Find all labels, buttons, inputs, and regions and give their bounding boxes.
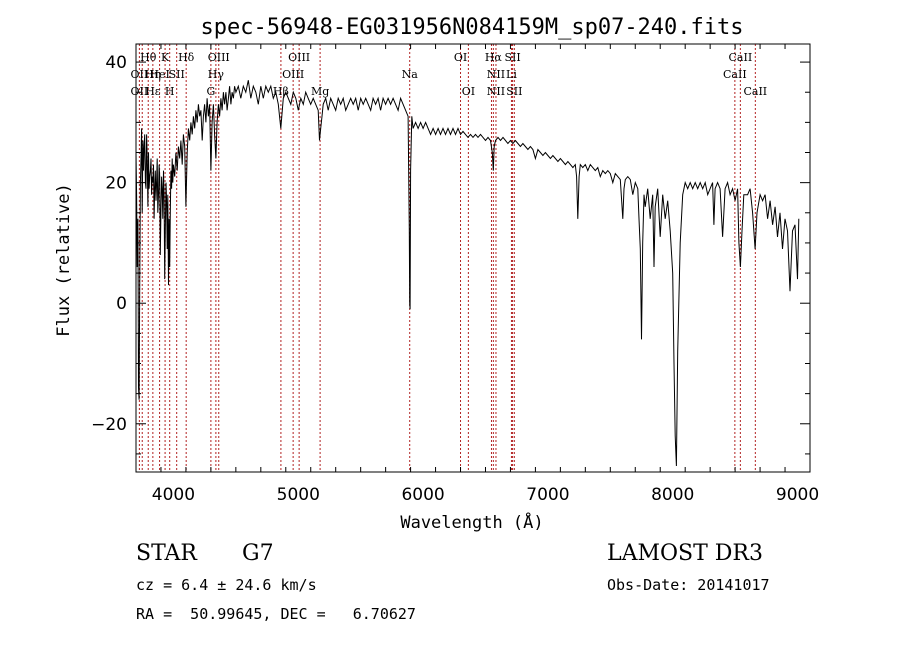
y-axis-label: Flux (relative) [54,183,74,337]
line-label: OII [131,68,149,81]
line-label: OI [462,85,475,98]
line-label: CaII [743,85,767,98]
line-label: Na [402,68,419,81]
line-label: OIII [208,51,230,64]
line-label: OIII [288,51,310,64]
line-label: NII [487,68,505,81]
x-tick-label: 7000 [526,485,569,505]
x-tick-label: 9000 [776,485,819,505]
line-label: Hη [145,68,161,81]
x-axis: 4000 5000 6000 7000 8000 9000 [135,44,819,505]
y-axis: −20 0 20 40 [91,53,810,455]
line-label: Mg [311,85,329,98]
line-label: OI [454,51,467,64]
x-tick-label: 6000 [401,485,444,505]
obs-date-text: Obs-Date: 20141017 [607,576,770,594]
line-label: CaII [723,68,747,81]
line-label: SII [169,68,185,81]
spectral-line-markers [138,44,756,472]
x-tick-label: 5000 [277,485,320,505]
line-label: SII [504,51,520,64]
spectrum-series [135,80,800,467]
plot-frame [135,43,811,473]
line-label: OIII [282,68,304,81]
line-label: Hα [485,51,503,64]
line-label: Hγ [208,68,225,81]
object-class: STAR [136,541,198,566]
x-tick-label: 4000 [152,485,195,505]
y-tick-label: 40 [105,53,127,73]
line-label: CaII [729,51,753,64]
y-tick-label: 20 [105,174,127,194]
line-label: Hθ [140,51,157,64]
line-label: G [206,85,215,98]
line-label: OII [131,85,149,98]
x-tick-label: 8000 [651,485,694,505]
line-label: HeI [149,68,169,81]
chart-title: spec-56948-EG031956N084159M_sp07-240.fit… [200,15,743,40]
line-label: Li [506,68,517,81]
coordinates-text: RA = 50.99645, DEC = 6.70627 [136,605,416,623]
y-tick-label: 0 [116,294,127,314]
line-label: H [165,85,175,98]
redshift-text: cz = 6.4 ± 24.6 km/s [136,576,317,594]
survey-name: LAMOST DR3 [607,541,763,566]
object-subclass: G7 [242,541,274,566]
line-label: SII [506,85,522,98]
line-label: K [161,51,170,64]
line-label: Hβ [273,85,289,98]
line-label: NII [487,85,505,98]
line-label: Hε [145,85,161,98]
line-label: Hδ [178,51,195,64]
y-tick-label: −20 [91,415,127,435]
spectrum-line [135,80,800,467]
x-axis-label: Wavelength (Å) [400,511,543,533]
